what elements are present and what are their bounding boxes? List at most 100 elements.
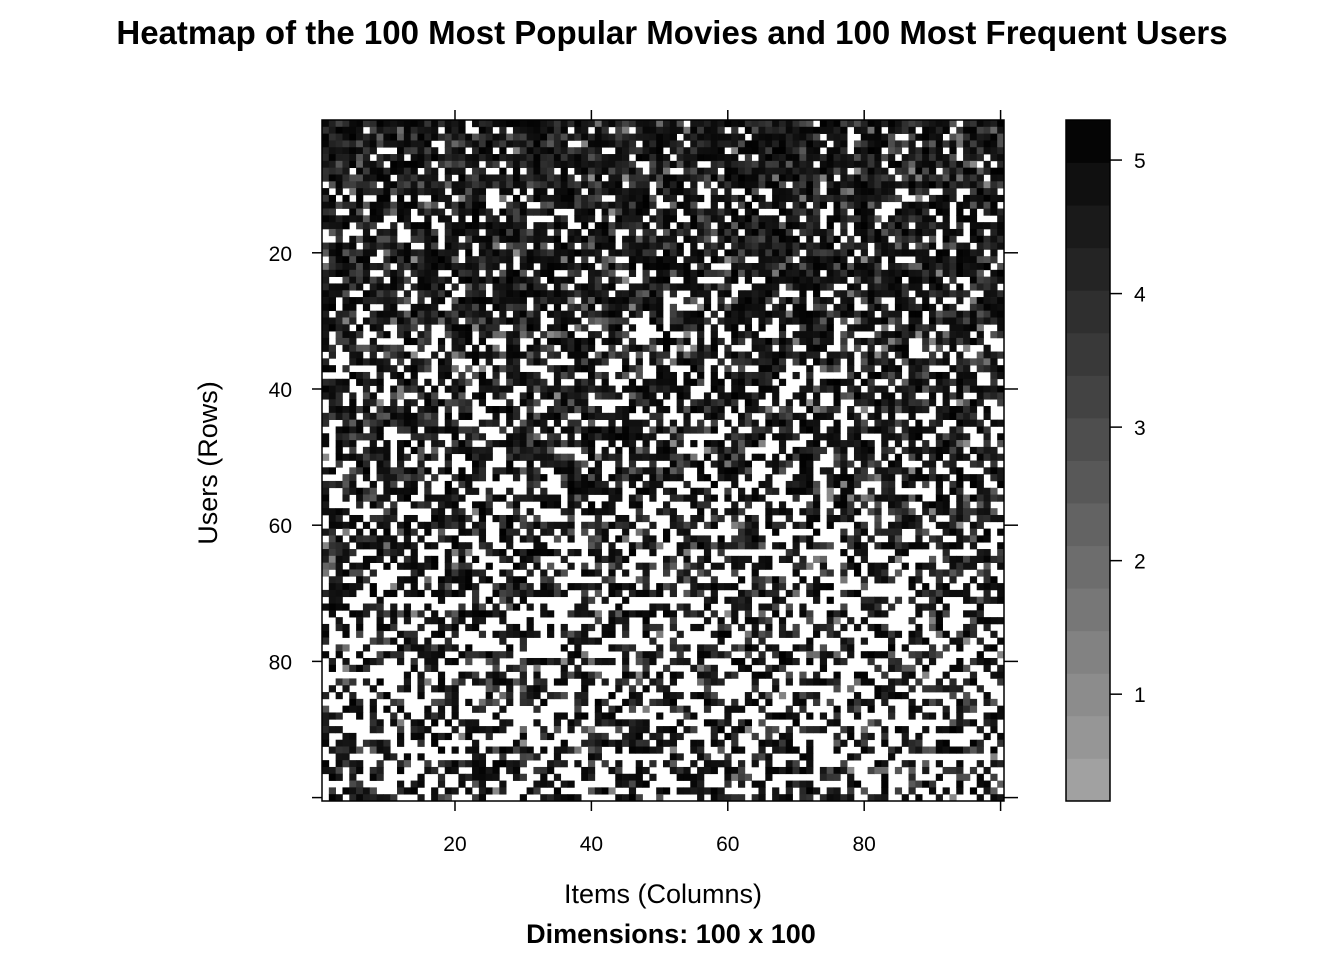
heatmap-cell [342, 174, 350, 182]
heatmap-cell [813, 167, 821, 175]
heatmap-cell [683, 528, 691, 536]
heatmap-cell [997, 440, 1005, 448]
heatmap-cell [403, 133, 412, 141]
heatmap-cell [799, 188, 807, 196]
heatmap-cell [683, 331, 691, 339]
heatmap-cell [376, 542, 384, 550]
heatmap-cell [751, 419, 759, 427]
heatmap-cell [963, 562, 971, 570]
heatmap-cell [485, 562, 493, 570]
heatmap-cell [840, 440, 848, 448]
heatmap-cell [417, 174, 425, 182]
heatmap-cell [819, 542, 828, 550]
heatmap-cell [472, 569, 480, 577]
heatmap-cell [956, 181, 964, 189]
heatmap-cell [683, 235, 691, 243]
heatmap-cell [533, 385, 541, 393]
heatmap-cell [758, 351, 766, 359]
heatmap-cell [758, 310, 766, 318]
heatmap-cell [335, 283, 343, 291]
heatmap-cell [465, 337, 473, 346]
heatmap-cell [458, 589, 466, 598]
heatmap-cell [383, 589, 391, 598]
heatmap-cell [949, 140, 957, 148]
heatmap-cell [458, 331, 466, 339]
heatmap-cell [356, 528, 364, 536]
heatmap-cell [888, 181, 896, 189]
heatmap-cell [922, 140, 930, 148]
heatmap-cell [594, 508, 602, 516]
heatmap-cell [581, 160, 589, 169]
heatmap-cell [778, 249, 787, 257]
heatmap-cell [356, 126, 364, 134]
heatmap-cell [492, 440, 500, 448]
heatmap-cell [990, 358, 998, 366]
heatmap-cell [581, 365, 589, 373]
heatmap-cell [356, 269, 364, 277]
heatmap-cell [703, 412, 712, 420]
heatmap-cell [928, 160, 937, 169]
heatmap-cell [976, 385, 984, 393]
heatmap-cell [369, 494, 377, 502]
heatmap-cell [697, 514, 705, 523]
heatmap-cell [983, 194, 991, 203]
heatmap-cell [656, 174, 664, 182]
heatmap-cell [328, 174, 336, 182]
heatmap-cell [410, 351, 418, 359]
heatmap-cell [758, 378, 766, 386]
heatmap-cell [560, 133, 568, 141]
heatmap-cell [328, 467, 336, 475]
heatmap-cell [656, 133, 664, 141]
heatmap-cell [431, 453, 439, 461]
heatmap-cell [942, 508, 950, 516]
heatmap-cell [376, 378, 384, 386]
heatmap-cell [799, 140, 807, 148]
heatmap-cell [519, 399, 527, 407]
heatmap-cell [792, 167, 800, 175]
heatmap-cell [997, 208, 1005, 216]
heatmap-cell [608, 521, 616, 529]
heatmap-cell [512, 174, 521, 182]
heatmap-cell [908, 303, 916, 312]
heatmap-cell [901, 331, 909, 339]
heatmap-cell [553, 589, 562, 598]
heatmap-cell [472, 474, 480, 482]
heatmap-cell [676, 283, 684, 291]
heatmap-cell [485, 385, 493, 393]
heatmap-cell [615, 222, 623, 230]
heatmap-cell [990, 583, 998, 591]
heatmap-cell [969, 535, 978, 543]
heatmap-cell [615, 317, 623, 325]
heatmap-cell [444, 589, 452, 598]
heatmap-cell [983, 433, 991, 441]
heatmap-cell [942, 399, 950, 407]
heatmap-cell [963, 126, 971, 134]
heatmap-cell [894, 181, 903, 189]
heatmap-cell [594, 310, 602, 318]
heatmap-cell [867, 562, 875, 570]
heatmap-cell [553, 310, 562, 318]
heatmap-cell [792, 337, 800, 346]
heatmap-cell [492, 385, 500, 393]
heatmap-cell [969, 528, 978, 536]
heatmap-cell [758, 167, 766, 175]
heatmap-cell [949, 576, 957, 584]
heatmap-cell [642, 480, 650, 489]
heatmap-cell [928, 263, 937, 271]
heatmap-cell [519, 331, 527, 339]
heatmap-cell [778, 337, 787, 346]
heatmap-cell [976, 181, 984, 189]
heatmap-cell [853, 508, 862, 516]
heatmap-cell [894, 140, 903, 148]
heatmap-cell [444, 521, 452, 529]
heatmap-cell [424, 378, 432, 386]
heatmap-cell [335, 222, 343, 230]
heatmap-cell [703, 140, 712, 148]
heatmap-cell [376, 494, 384, 502]
heatmap-cell [935, 446, 943, 455]
heatmap-cell [369, 208, 377, 216]
heatmap-cell [376, 317, 384, 325]
heatmap-cell [778, 440, 787, 448]
heatmap-cell [601, 371, 609, 380]
heatmap-cell [567, 174, 575, 182]
